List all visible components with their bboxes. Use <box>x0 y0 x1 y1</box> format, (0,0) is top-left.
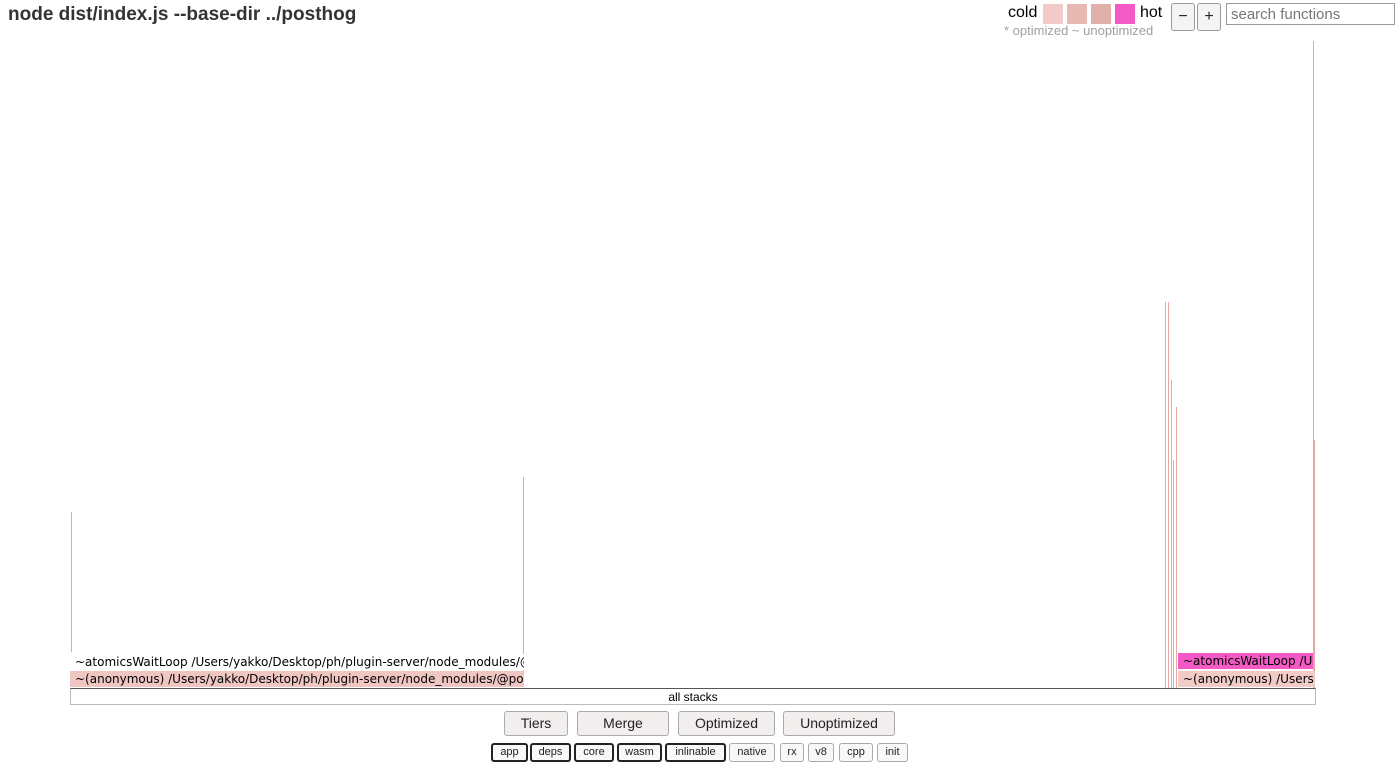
flame-spike[interactable] <box>1314 440 1315 688</box>
filter-init[interactable]: init <box>877 743 908 762</box>
legend-swatch-3 <box>1091 4 1111 24</box>
legend-swatch-1 <box>1043 4 1063 24</box>
filter-core[interactable]: core <box>574 743 614 762</box>
filter-v8[interactable]: v8 <box>808 743 834 762</box>
flame-frame-anonymous-2[interactable]: ~(anonymous) /Users <box>1178 671 1315 687</box>
flame-spike[interactable] <box>523 477 524 687</box>
search-input[interactable] <box>1226 3 1395 25</box>
filter-app[interactable]: app <box>491 743 528 762</box>
unoptimized-button[interactable]: Unoptimized <box>783 711 895 736</box>
legend-hot-label: hot <box>1140 4 1163 21</box>
zoom-out-button[interactable]: − <box>1171 3 1195 31</box>
flame-spike[interactable] <box>1168 302 1169 688</box>
view-toolbar: Tiers Merge Optimized Unoptimized <box>0 711 1400 737</box>
filter-wasm[interactable]: wasm <box>617 743 662 762</box>
flame-spike[interactable] <box>1165 302 1166 688</box>
flame-frame-anonymous[interactable]: ~(anonymous) /Users/yakko/Desktop/ph/plu… <box>70 671 524 687</box>
flame-spike[interactable] <box>1313 41 1314 688</box>
all-stacks-bar[interactable]: all stacks <box>70 688 1316 705</box>
zoom-in-button[interactable]: + <box>1197 3 1221 31</box>
legend-subtitle: * optimized ~ unoptimized <box>1004 23 1154 38</box>
flame-spike[interactable] <box>1173 460 1174 688</box>
filter-deps[interactable]: deps <box>530 743 571 762</box>
flame-spike[interactable] <box>1176 407 1177 688</box>
legend-swatch-hot <box>1115 4 1135 24</box>
filter-rx[interactable]: rx <box>780 743 804 762</box>
filter-toolbar: app deps core wasm inlinable native rx v… <box>0 743 1400 763</box>
flame-spike[interactable] <box>71 512 72 652</box>
page-title: node dist/index.js --base-dir ../posthog <box>8 4 357 25</box>
flame-frame-atomics-wait-loop[interactable]: ~atomicsWaitLoop /Users/yakko/Desktop/ph… <box>70 654 524 670</box>
flame-spike[interactable] <box>1171 380 1172 688</box>
legend-swatch-2 <box>1067 4 1087 24</box>
tiers-button[interactable]: Tiers <box>504 711 568 736</box>
optimized-button[interactable]: Optimized <box>678 711 775 736</box>
merge-button[interactable]: Merge <box>577 711 669 736</box>
flame-frame-atomics-wait-loop-hot[interactable]: ~atomicsWaitLoop /Us <box>1178 653 1313 669</box>
filter-native[interactable]: native <box>729 743 775 762</box>
heat-legend: cold hot * optimized ~ unoptimized <box>1000 2 1170 42</box>
filter-cpp[interactable]: cpp <box>839 743 873 762</box>
legend-cold-label: cold <box>1008 4 1038 21</box>
filter-inlinable[interactable]: inlinable <box>665 743 726 762</box>
